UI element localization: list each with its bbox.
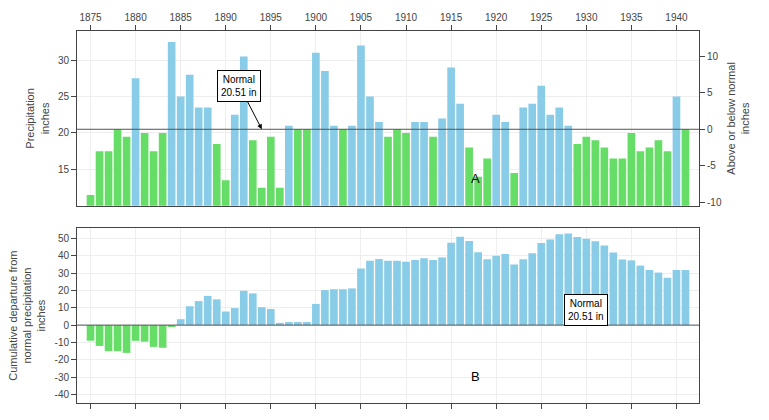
svg-text:15: 15 [58, 164, 70, 175]
svg-text:1930: 1930 [575, 12, 598, 23]
svg-text:0: 0 [63, 320, 69, 331]
svg-text:1925: 1925 [530, 12, 553, 23]
svg-text:20: 20 [58, 285, 70, 296]
svg-text:A: A [471, 171, 480, 186]
svg-text:Above or below normalinches: Above or below normalinches [725, 62, 751, 175]
svg-text:1905: 1905 [350, 12, 373, 23]
svg-text:Normal20.51 in: Normal20.51 in [568, 298, 604, 322]
svg-text:-20: -20 [55, 354, 70, 365]
svg-text:5: 5 [707, 87, 713, 98]
svg-text:B: B [471, 369, 480, 384]
svg-text:0: 0 [707, 124, 713, 135]
svg-text:1875: 1875 [79, 12, 102, 23]
svg-text:1880: 1880 [124, 12, 147, 23]
svg-text:-40: -40 [55, 389, 70, 400]
svg-text:-30: -30 [55, 372, 70, 383]
svg-text:40: 40 [58, 250, 70, 261]
svg-text:20: 20 [58, 127, 70, 138]
svg-text:1895: 1895 [260, 12, 283, 23]
svg-text:Cumulative departure fromnorma: Cumulative departure fromnormal precipit… [7, 250, 48, 380]
svg-text:1890: 1890 [215, 12, 238, 23]
svg-text:50: 50 [58, 233, 70, 244]
svg-text:1940: 1940 [665, 12, 688, 23]
svg-text:10: 10 [707, 51, 719, 62]
svg-text:-10: -10 [55, 337, 70, 348]
svg-text:1885: 1885 [170, 12, 193, 23]
svg-text:30: 30 [58, 55, 70, 66]
svg-text:-10: -10 [707, 197, 722, 208]
svg-text:-5: -5 [707, 160, 716, 171]
svg-text:10: 10 [58, 302, 70, 313]
svg-text:1915: 1915 [440, 12, 463, 23]
svg-text:25: 25 [58, 91, 70, 102]
svg-text:Precipitationinches: Precipitationinches [24, 88, 50, 149]
svg-text:1920: 1920 [485, 12, 508, 23]
svg-text:1910: 1910 [395, 12, 418, 23]
svg-text:1900: 1900 [305, 12, 328, 23]
svg-text:1935: 1935 [620, 12, 643, 23]
svg-text:Normal20.51 in: Normal20.51 in [221, 74, 257, 98]
svg-text:30: 30 [58, 268, 70, 279]
